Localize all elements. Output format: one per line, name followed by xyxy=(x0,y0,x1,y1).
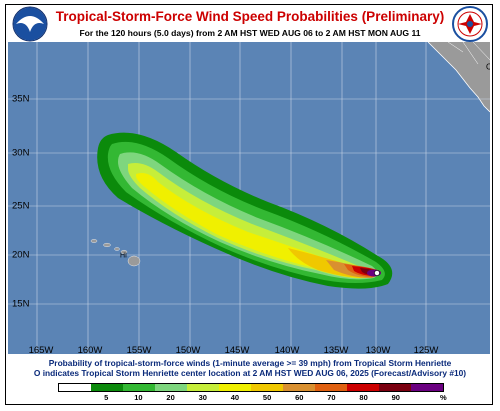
lat-label-35n: 35N xyxy=(12,93,30,105)
noaa-logo-icon xyxy=(12,6,48,42)
legend-swatch xyxy=(411,384,443,391)
page-subtitle: For the 120 hours (5.0 days) from 2 AM H… xyxy=(79,28,421,38)
legend-label: 60 xyxy=(295,393,304,402)
legend-swatch xyxy=(379,384,411,391)
legend-label: 80 xyxy=(359,393,368,402)
lon-label-140w: 140W xyxy=(274,345,300,356)
land-california xyxy=(428,42,490,112)
legend-swatch xyxy=(347,384,379,391)
legend-label: 20 xyxy=(166,393,175,402)
lon-label-125w: 125W xyxy=(413,345,439,356)
lon-label-150w: 150W xyxy=(175,345,201,356)
legend-label: 90 xyxy=(391,393,400,402)
legend-swatch xyxy=(187,384,219,391)
lon-label-130w: 130W xyxy=(365,345,391,356)
lat-label-30n: 30N xyxy=(12,147,30,159)
probability-map: CA HI xyxy=(8,42,490,354)
region-label-ca: CA xyxy=(486,62,490,72)
legend-label: 50 xyxy=(262,393,272,402)
storm-center-marker xyxy=(374,270,380,276)
legend-swatch xyxy=(59,384,91,391)
legend-swatch xyxy=(283,384,315,391)
lon-label-135w: 135W xyxy=(323,345,349,356)
island-label-hi: HI xyxy=(120,252,127,260)
color-legend xyxy=(58,383,444,392)
legend-label: 5 xyxy=(104,393,109,402)
caption-center-location: O indicates Tropical Storm Henriette cen… xyxy=(33,368,467,378)
lon-label-145w: 145W xyxy=(224,345,250,356)
legend-swatch xyxy=(123,384,155,391)
page-title: Tropical-Storm-Force Wind Speed Probabil… xyxy=(55,9,445,24)
hawaiian-islands xyxy=(90,239,141,267)
lon-label-160w: 160W xyxy=(77,345,103,356)
legend-swatch xyxy=(219,384,251,391)
legend-swatch xyxy=(155,384,187,391)
lon-label-155w: 155W xyxy=(126,345,152,356)
legend-unit: % xyxy=(440,393,447,402)
nws-logo-icon xyxy=(452,6,488,42)
legend-swatch xyxy=(91,384,123,391)
lat-label-20n: 20N xyxy=(12,249,30,261)
caption-probability: Probability of tropical-storm-force wind… xyxy=(48,358,452,368)
lon-label-165w: 165W xyxy=(28,345,54,356)
lat-label-25n: 25N xyxy=(12,200,30,212)
legend-label: 40 xyxy=(230,393,240,402)
legend-label: 10 xyxy=(134,393,143,402)
map-canvas xyxy=(8,42,490,354)
legend-labels: 5 10 20 30 40 50 60 70 80 90 xyxy=(58,393,444,403)
legend-label: 70 xyxy=(327,393,336,402)
probability-swath xyxy=(97,132,393,289)
legend-swatch xyxy=(315,384,347,391)
lat-label-15n: 15N xyxy=(12,298,30,310)
legend-label: 30 xyxy=(198,393,207,402)
legend-swatch xyxy=(251,384,283,391)
